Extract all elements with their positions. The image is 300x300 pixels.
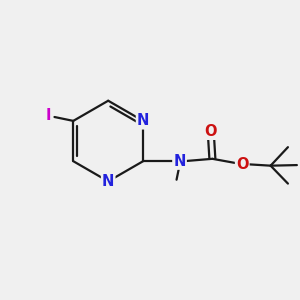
Text: I: I [45,108,51,123]
Text: N: N [102,174,114,189]
Text: N: N [137,113,149,128]
Text: O: O [236,157,248,172]
Text: O: O [205,124,217,139]
Text: N: N [173,154,186,169]
